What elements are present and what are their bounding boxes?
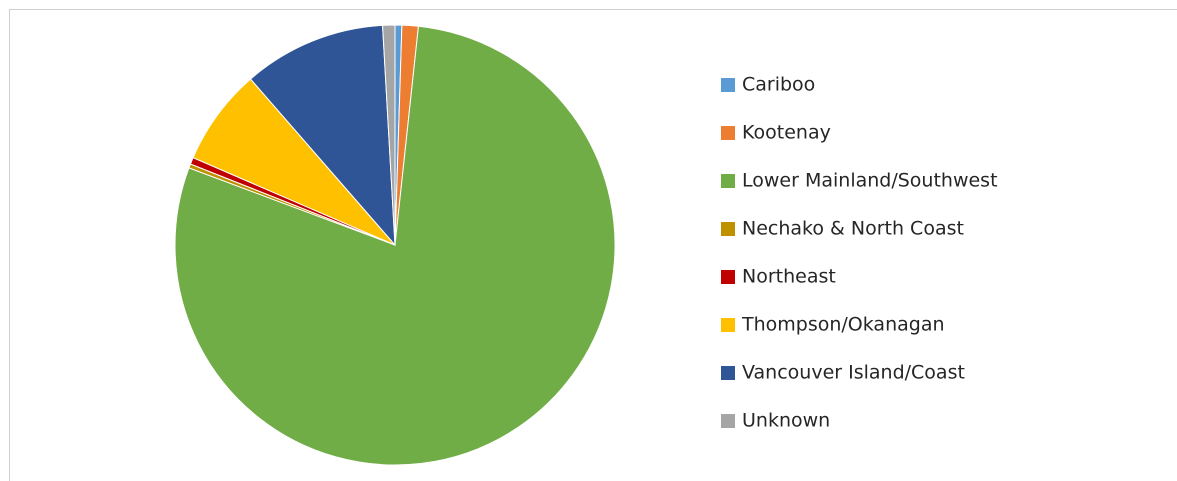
legend-label: Vancouver Island/Coast <box>742 362 965 384</box>
legend-label: Thompson/Okanagan <box>741 314 945 336</box>
pie-slice <box>249 24 396 247</box>
legend-swatch <box>721 366 735 380</box>
legend-swatch <box>721 414 735 428</box>
legend-label: Unknown <box>742 410 830 432</box>
legend-label: Lower Mainland/Southwest <box>742 170 998 192</box>
legend-swatch <box>721 270 735 284</box>
legend-swatch <box>721 174 735 188</box>
legend-swatch <box>721 318 735 332</box>
legend-swatch <box>721 126 735 140</box>
legend-label: Northeast <box>742 266 836 288</box>
legend-label: Nechako & North Coast <box>742 218 964 240</box>
legend-label: Cariboo <box>742 74 815 96</box>
legend-swatch <box>721 78 735 92</box>
pie-slice <box>382 24 396 246</box>
legend-label: Kootenay <box>742 122 831 144</box>
legend-swatch <box>721 222 735 236</box>
